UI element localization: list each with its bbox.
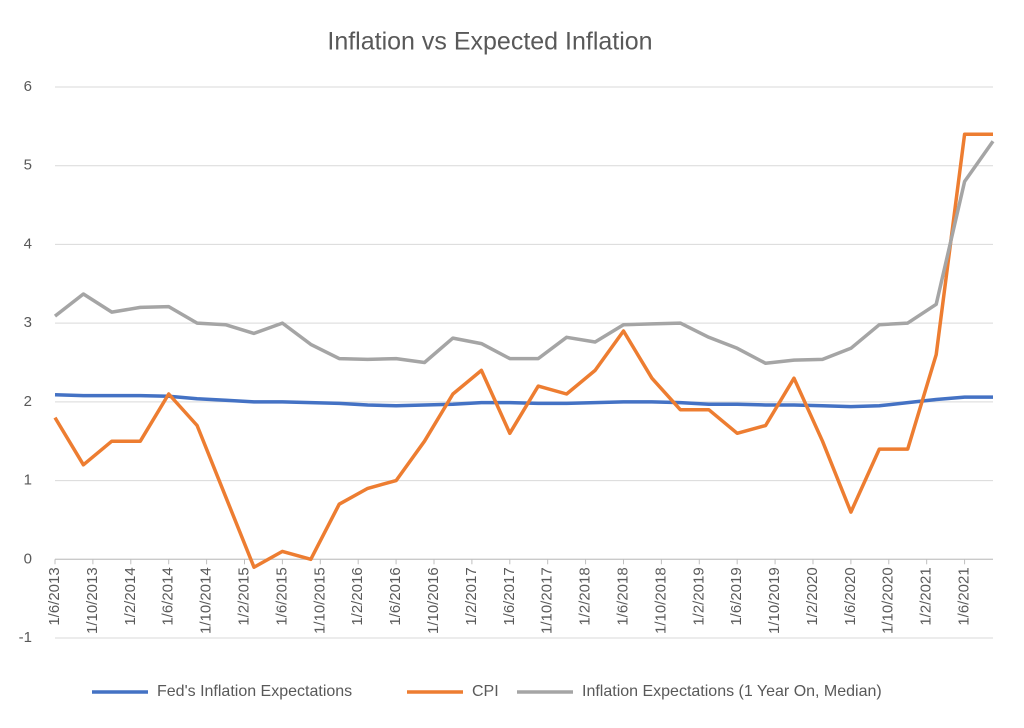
y-tick-label: 3 — [24, 314, 32, 331]
y-tick-label: 4 — [24, 235, 32, 252]
x-tick-label: 1/6/2014 — [160, 567, 177, 625]
x-tick-label: 1/2/2018 — [577, 567, 594, 625]
y-tick-label: 6 — [24, 78, 32, 95]
x-tick-label: 1/2/2020 — [804, 567, 821, 625]
legend-label: Inflation Expectations (1 Year On, Media… — [582, 683, 882, 700]
x-tick-label: 1/6/2015 — [273, 567, 290, 625]
x-tick-label: 1/2/2019 — [690, 567, 707, 625]
x-tick-label: 1/6/2016 — [387, 567, 404, 625]
y-tick-label: 5 — [24, 157, 32, 174]
x-tick-label: 1/2/2014 — [122, 567, 139, 625]
x-tick-label: 1/2/2016 — [349, 567, 366, 625]
series-line — [53, 140, 995, 366]
x-tick-label: 1/6/2020 — [842, 567, 859, 625]
x-tick-label: 1/10/2017 — [539, 567, 556, 634]
x-tick-label: 1/10/2019 — [766, 567, 783, 634]
x-tick-label: 1/10/2013 — [84, 567, 101, 634]
y-tick-label: 0 — [24, 550, 32, 567]
legend-label: Fed's Inflation Expectations — [157, 683, 352, 700]
y-tick-label: -1 — [19, 629, 32, 646]
y-tick-label: 2 — [24, 393, 32, 410]
chart-title: Inflation vs Expected Inflation — [327, 28, 652, 56]
x-tick-label: 1/10/2015 — [311, 567, 328, 634]
x-tick-label: 1/2/2015 — [235, 567, 252, 625]
x-tick-label: 1/2/2017 — [463, 567, 480, 625]
x-tick-label: 1/6/2021 — [956, 567, 973, 625]
x-tick-label: 1/6/2019 — [728, 567, 745, 625]
y-tick-label: 1 — [24, 472, 32, 489]
x-tick-label: 1/10/2016 — [425, 567, 442, 634]
series-line — [54, 393, 993, 409]
x-tick-label: 1/6/2013 — [46, 567, 63, 625]
series-line — [53, 132, 993, 569]
x-tick-label: 1/6/2017 — [501, 567, 518, 625]
x-tick-label: 1/2/2021 — [918, 567, 935, 625]
x-tick-label: 1/10/2014 — [198, 567, 215, 634]
legend-label: CPI — [472, 683, 499, 700]
x-tick-label: 1/6/2018 — [614, 567, 631, 625]
x-tick-label: 1/10/2020 — [880, 567, 897, 634]
x-tick-label: 1/10/2018 — [652, 567, 669, 634]
